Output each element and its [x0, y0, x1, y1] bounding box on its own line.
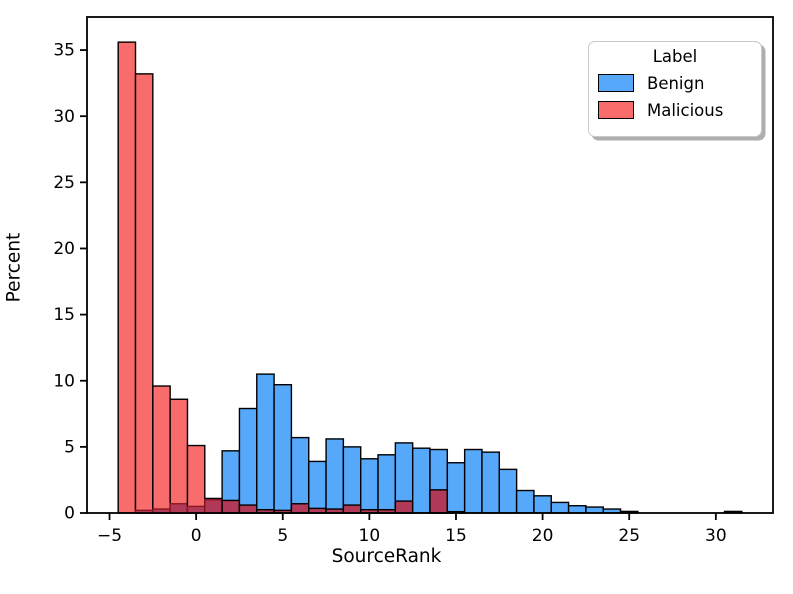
- bar-benign-x11: [377, 454, 397, 514]
- x-tick-label: 0: [191, 526, 202, 546]
- y-tick-label: 10: [53, 371, 75, 391]
- bar-overlap-x12: [394, 500, 414, 514]
- bar-overlap-x1: [204, 499, 223, 514]
- bar-benign-x7: [308, 460, 327, 514]
- x-tick-label: 5: [277, 526, 288, 546]
- bar-benign-x16: [463, 448, 483, 514]
- bar-benign-x5: [273, 384, 293, 514]
- x-tick-label: 30: [705, 526, 727, 546]
- legend-swatch-benign-icon: [598, 74, 634, 92]
- bar-benign-x18: [498, 468, 518, 514]
- bar-benign-x21: [550, 501, 570, 514]
- y-tick-label: 15: [53, 305, 75, 325]
- bar-benign-x20: [533, 495, 552, 514]
- bar-overlap-x6: [290, 503, 310, 514]
- y-tick-label: 20: [53, 239, 75, 259]
- bar-malicious-x-2: [152, 385, 171, 514]
- legend-title: Label: [652, 47, 698, 66]
- bar-benign-x17: [481, 451, 500, 514]
- legend-row-malicious: Malicious: [589, 98, 761, 122]
- x-tick-label: 10: [359, 526, 381, 546]
- x-tick-label: 15: [445, 526, 467, 546]
- legend-label-benign: Benign: [647, 73, 705, 93]
- bar-malicious-x-1: [169, 398, 189, 514]
- y-axis-label: Percent: [3, 232, 25, 303]
- bar-overlap-x0: [186, 505, 206, 514]
- plot-border: [86, 16, 774, 514]
- y-tick-label: 30: [53, 107, 75, 127]
- bar-benign-x19: [515, 489, 535, 514]
- bar-malicious-x0: [186, 444, 206, 514]
- x-axis-label: SourceRank: [331, 546, 442, 567]
- bar-malicious-x-3: [134, 73, 154, 514]
- bar-benign-x4: [256, 373, 275, 514]
- bar-benign-x3: [238, 407, 258, 514]
- legend-row-benign: Benign: [589, 71, 761, 95]
- y-tick-label: 35: [53, 41, 75, 61]
- bar-overlap-x-1: [169, 503, 189, 514]
- x-tick-label: 25: [618, 526, 640, 546]
- bar-overlap-x9: [342, 504, 362, 514]
- bar-overlap-x2: [221, 499, 241, 514]
- legend-label-malicious: Malicious: [647, 100, 724, 120]
- bar-overlap-x3: [238, 504, 258, 514]
- bar-benign-x9: [342, 446, 362, 514]
- legend: Label Benign Malicious: [588, 41, 762, 137]
- bar-benign-x10: [360, 458, 379, 514]
- legend-swatch-malicious-icon: [598, 101, 634, 119]
- bar-benign-x22: [567, 505, 587, 514]
- bar-malicious-x-4: [117, 41, 137, 514]
- bar-overlap-x14: [429, 489, 449, 514]
- bar-benign-x6: [290, 436, 310, 514]
- x-tick-label: 20: [532, 526, 554, 546]
- bar-benign-x15: [446, 462, 466, 514]
- x-tick-label: −5: [97, 526, 122, 546]
- y-tick-label: 5: [64, 437, 75, 457]
- y-tick-label: 0: [64, 504, 75, 524]
- y-tick-label: 25: [53, 173, 75, 193]
- bar-benign-x13: [411, 447, 431, 514]
- bar-benign-x8: [325, 438, 345, 514]
